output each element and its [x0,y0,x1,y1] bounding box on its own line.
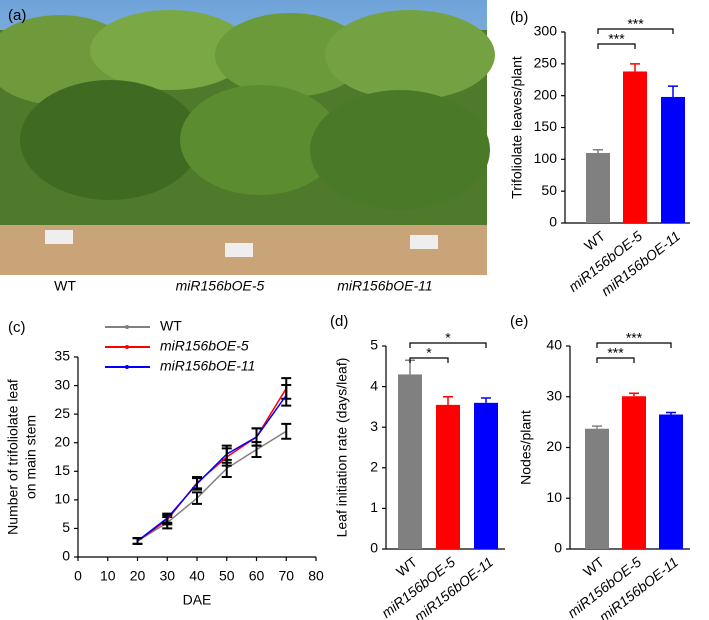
line [137,388,287,542]
bar [585,428,609,549]
error-bar [592,425,602,429]
error-bar [251,427,262,447]
y-tick-label: 40 [546,337,562,353]
legend-marker [125,345,129,349]
y-axis-label: Number of trifoliolate leaf [5,379,21,535]
x-tick-label: 30 [159,568,175,584]
significance-label: * [426,345,432,361]
x-tick-label: 60 [249,568,265,584]
y-tick-label: 1 [370,499,378,515]
photo-caption: miR156bOE-5 [176,278,265,294]
error-bar [593,149,603,153]
panel-label: (e) [510,313,528,330]
error-bar [629,392,639,397]
significance-label: *** [608,31,625,47]
x-tick-label: WT [393,553,420,579]
bar [659,414,683,549]
significance-bracket [597,28,674,34]
y-tick-label: 35 [54,348,70,364]
x-tick-label: 80 [308,568,324,584]
significance-bracket [596,357,635,363]
x-tick-label: 50 [219,568,235,584]
y-tick-label: 150 [534,118,558,134]
significance-label: *** [627,16,644,32]
x-tick-label: WT [581,227,608,253]
significance-label: * [445,330,451,346]
significance-bracket [409,357,449,363]
legend-label: WT [160,318,182,334]
photo-caption: miR156bOE-11 [337,278,432,294]
bar [586,152,610,223]
legend-label: miR156bOE-11 [160,358,255,374]
significance-label: *** [626,330,643,346]
y-tick-label: 2 [370,459,378,475]
y-axis-label: Nodes/plant [518,410,534,485]
y-tick-label: 5 [62,519,70,535]
error-bar [666,411,676,415]
line [137,394,287,542]
error-bar [132,537,143,545]
significance-bracket [597,43,636,49]
error-bar [443,396,453,405]
error-bar [162,512,173,524]
y-tick-label: 3 [370,418,378,434]
error-bar [630,63,640,72]
y-tick-label: 100 [534,150,558,166]
bar [436,404,460,549]
y-tick-label: 0 [549,214,557,230]
y-tick-label: 0 [62,548,70,564]
photo [0,0,495,275]
x-tick-label: 70 [278,568,294,584]
error-bar [281,384,292,407]
y-tick-label: 30 [54,376,70,392]
x-tick-label: 0 [74,568,82,584]
y-tick-label: 0 [554,540,562,556]
error-bar [281,422,292,440]
y-tick-label: 300 [534,23,558,39]
error-bar [192,477,202,491]
y-tick-label: 200 [534,86,558,102]
legend-marker [125,325,129,329]
bar [474,402,498,549]
y-tick-label: 15 [54,462,70,478]
error-bar [668,85,678,97]
y-axis-label: Leaf initiation rate (days/leaf) [334,358,350,538]
significance-bracket [596,342,672,348]
legend-label: miR156bOE-5 [160,338,249,354]
bar [622,396,646,549]
x-tick-label: 10 [100,568,116,584]
panel-label: (b) [510,9,528,26]
y-tick-label: 20 [546,438,562,454]
y-tick-label: 50 [541,182,557,198]
y-tick-label: 5 [370,337,378,353]
x-axis-label: DAE [183,592,212,608]
y-tick-label: 10 [546,489,562,505]
x-tick-label: WT [580,553,607,579]
y-tick-label: 10 [54,491,70,507]
x-tick-label: 20 [130,568,146,584]
error-bar [221,444,232,464]
bar [398,374,422,549]
error-bar [192,491,202,505]
panel-label: (c) [8,319,26,336]
significance-label: *** [607,345,624,361]
y-axis-label: Trifoliolate leaves/plant [509,56,525,199]
bar [661,96,685,223]
significance-bracket [409,342,487,348]
panel-label: (d) [330,313,348,330]
panel-label: (a) [8,7,26,24]
legend-marker [125,365,129,369]
y-tick-label: 250 [534,55,558,71]
y-tick-label: 0 [370,540,378,556]
photo-caption: WT [54,278,76,294]
x-tick-label: 40 [189,568,205,584]
error-bar [481,397,491,403]
y-tick-label: 25 [54,405,70,421]
bar [623,71,647,224]
y-axis-label: on main stem [23,415,39,499]
y-tick-label: 4 [370,377,378,393]
y-tick-label: 30 [546,387,562,403]
y-tick-label: 20 [54,433,70,449]
